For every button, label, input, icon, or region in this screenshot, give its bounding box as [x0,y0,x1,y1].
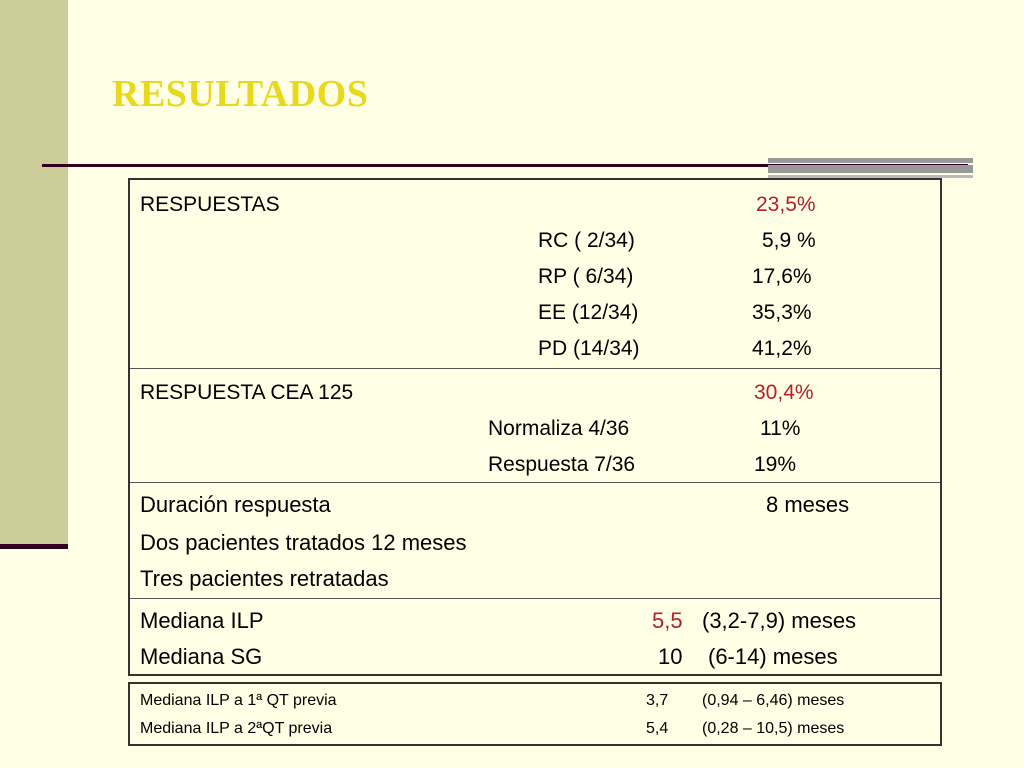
respuestas-row-value: 41,2% [752,337,812,360]
mediana-sg-value: 10 [658,644,683,669]
respuestas-label: RESPUESTAS [140,193,280,216]
respuestas-row-label: RC ( 2/34) [538,229,635,252]
cea-row-value: 11% [760,417,801,440]
mediana-ilp-label: Mediana ILP [140,608,264,633]
sidebar-decoration [0,0,68,547]
section-duracion: Duración respuesta 8 meses Dos pacientes… [130,482,940,599]
mediana-sg-label: Mediana SG [140,644,263,669]
respuestas-row-label: EE (12/34) [538,301,639,324]
previa-row-value: 3,7 [646,692,669,709]
respuestas-row-value: 5,9 % [762,229,816,252]
respuestas-row-value: 35,3% [752,301,812,324]
section-cea: RESPUESTA CEA 125 30,4% Normaliza 4/36 1… [130,368,940,483]
mediana-ilp-value: 5,5 [652,608,683,633]
previa-row-range: (0,28 – 10,5) meses [702,720,845,737]
respuestas-total: 23,5% [756,193,816,216]
section-medianas: Mediana ILP 5,5 (3,2-7,9) meses Mediana … [130,598,940,674]
duracion-line: Dos pacientes tratados 12 meses [140,530,467,555]
cea-row-value: 19% [754,453,797,476]
respuestas-row-label: PD (14/34) [538,337,640,360]
previa-row-label: Mediana ILP a 2ªQT previa [140,720,333,737]
mediana-sg-range: (6-14) meses [708,644,838,669]
previa-row-range: (0,94 – 6,46) meses [702,692,845,709]
previa-row-label: Mediana ILP a 1ª QT previa [140,692,337,709]
results-table: RESPUESTAS 23,5% RC ( 2/34) 5,9 % RP ( 6… [128,178,942,676]
cea-total: 30,4% [754,381,814,404]
divider-gray-stripe [768,165,973,173]
section-respuestas: RESPUESTAS 23,5% RC ( 2/34) 5,9 % RP ( 6… [130,180,940,369]
duracion-label: Duración respuesta [140,492,331,517]
duracion-line: Tres pacientes retratadas [140,566,389,591]
cea-row-label: Respuesta 7/36 [488,453,636,476]
respuestas-row-label: RP ( 6/34) [538,265,634,288]
cea-row-label: Normaliza 4/36 [488,417,630,440]
slide-title: RESULTADOS [112,73,369,115]
previa-row-value: 5,4 [646,720,669,737]
divider-gray-stripe [768,175,973,178]
divider-gray-stripe [768,158,973,163]
previous-chemo-table: Mediana ILP a 1ª QT previa 3,7 (0,94 – 6… [128,682,942,746]
title-divider [42,164,968,167]
sidebar-accent-line [0,544,68,549]
mediana-ilp-range: (3,2-7,9) meses [702,608,857,633]
duracion-value: 8 meses [766,492,850,517]
respuestas-row-value: 17,6% [752,265,812,288]
cea-label: RESPUESTA CEA 125 [140,381,354,404]
